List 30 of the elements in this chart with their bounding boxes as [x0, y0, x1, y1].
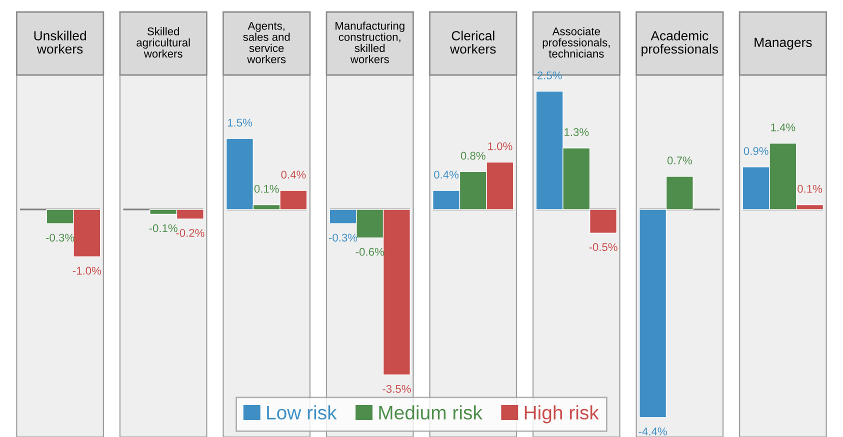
- data-label: -0.2%: [176, 229, 204, 237]
- data-label: 0.8%: [460, 152, 486, 160]
- data-label: -1.0%: [72, 266, 102, 275]
- data-label: 2.5%: [537, 71, 562, 80]
- data-label: 1.5%: [228, 118, 252, 127]
- x-tick-label: Clerical workers: [450, 30, 496, 54]
- x-tick-label: Manufacturing construction, skilled workers: [336, 22, 404, 64]
- data-label: -0.3%: [329, 234, 358, 242]
- data-label: 0.1%: [254, 184, 279, 193]
- data-label: -3.5%: [382, 384, 411, 393]
- x-tick-label: Agents, sales and service workers: [243, 22, 290, 64]
- x-tick-label: Unskilled workers: [34, 30, 86, 54]
- legend-label: Medium risk: [379, 405, 482, 420]
- data-label: 0.9%: [744, 147, 768, 155]
- x-tick-label: Skilled agricultural workers: [136, 27, 190, 58]
- x-tick-label: Academic professionals: [642, 30, 718, 56]
- legend-label: High risk: [524, 405, 599, 424]
- legend-label: Low risk: [267, 405, 337, 420]
- data-label: 1.3%: [564, 128, 589, 136]
- data-label: 1.4%: [771, 124, 796, 132]
- x-tick-label: Associate professionals, technicians: [542, 27, 610, 58]
- data-label: 0.7%: [667, 156, 692, 164]
- data-label: 1.0%: [488, 142, 512, 150]
- data-label: 0.4%: [434, 170, 459, 179]
- data-label: -0.5%: [589, 243, 618, 252]
- data-label: 0.1%: [798, 184, 822, 193]
- x-tick-label: Managers: [754, 38, 812, 50]
- data-label: -4.4%: [638, 428, 667, 436]
- data-label: -0.1%: [149, 224, 178, 232]
- data-label: 0.4%: [281, 170, 306, 179]
